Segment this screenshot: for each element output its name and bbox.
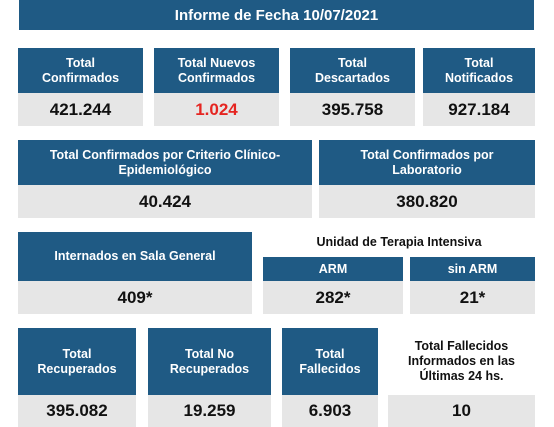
arm-label: ARM xyxy=(263,257,403,281)
total-notificados-label: Total Notificados xyxy=(423,48,535,93)
internados-sala-general-label: Internados en Sala General xyxy=(18,232,252,281)
total-fallecidos-label: Total Fallecidos xyxy=(282,328,378,395)
total-fallecidos-value: 6.903 xyxy=(282,395,378,427)
internados-sala-general-value: 409* xyxy=(18,281,252,314)
total-descartados-label: Total Descartados xyxy=(290,48,415,93)
total-notificados-value: 927.184 xyxy=(423,93,535,126)
arm-value: 282* xyxy=(263,281,403,314)
sin-arm-label: sin ARM xyxy=(410,257,535,281)
total-recuperados-value: 395.082 xyxy=(18,395,136,427)
fallecidos-ultimas-24hs-value: 10 xyxy=(388,395,535,427)
total-nuevos-confirmados-label: Total Nuevos Confirmados xyxy=(154,48,279,93)
fallecidos-ultimas-24hs-label: Total Fallecidos Informados en las Últim… xyxy=(408,339,515,383)
sin-arm-value: 21* xyxy=(410,281,535,314)
total-no-recuperados-label: Total No Recuperados xyxy=(148,328,271,395)
total-confirmados-value: 421.244 xyxy=(18,93,143,126)
confirmados-criterio-clinico-label: Total Confirmados por Criterio Clínico- … xyxy=(18,140,312,185)
total-nuevos-confirmados-value: 1.024 xyxy=(154,93,279,126)
report-title: Informe de Fecha 10/07/2021 xyxy=(19,0,534,30)
uti-title: Unidad de Terapia Intensiva xyxy=(316,234,482,249)
total-confirmados-label: Total Confirmados xyxy=(18,48,143,93)
total-no-recuperados-value: 19.259 xyxy=(148,395,271,427)
total-descartados-value: 395.758 xyxy=(290,93,415,126)
confirmados-laboratorio-value: 380.820 xyxy=(319,185,535,218)
confirmados-criterio-clinico-value: 40.424 xyxy=(18,185,312,218)
total-recuperados-label: Total Recuperados xyxy=(18,328,136,395)
confirmados-laboratorio-label: Total Confirmados por Laboratorio xyxy=(319,140,535,185)
